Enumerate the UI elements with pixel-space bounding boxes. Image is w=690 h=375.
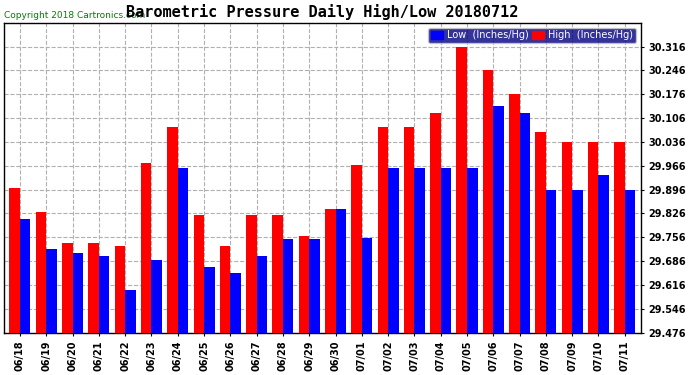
Bar [562, 142, 572, 333]
Bar [520, 113, 530, 333]
Bar [204, 267, 215, 333]
Bar [141, 163, 151, 333]
Bar [115, 246, 125, 333]
Bar [404, 127, 415, 333]
Bar [388, 168, 399, 333]
Bar [273, 216, 283, 333]
Bar [193, 216, 204, 333]
Bar [257, 256, 267, 333]
Bar [588, 142, 598, 333]
Bar [125, 290, 136, 333]
Bar [614, 142, 624, 333]
Bar [151, 260, 162, 333]
Bar [20, 219, 30, 333]
Bar [572, 190, 583, 333]
Bar [415, 168, 425, 333]
Bar [99, 256, 109, 333]
Bar [72, 253, 83, 333]
Bar [509, 94, 520, 333]
Bar [246, 216, 257, 333]
Bar [283, 239, 293, 333]
Bar [377, 127, 388, 333]
Bar [62, 243, 72, 333]
Bar [335, 209, 346, 333]
Bar [362, 238, 373, 333]
Bar [535, 132, 546, 333]
Bar [430, 113, 441, 333]
Bar [483, 70, 493, 333]
Bar [546, 190, 556, 333]
Bar [467, 168, 477, 333]
Bar [299, 236, 309, 333]
Text: Copyright 2018 Cartronics.com: Copyright 2018 Cartronics.com [4, 10, 146, 20]
Bar [457, 46, 467, 333]
Bar [220, 246, 230, 333]
Bar [624, 190, 635, 333]
Bar [230, 273, 241, 333]
Bar [598, 175, 609, 333]
Bar [309, 239, 319, 333]
Title: Barometric Pressure Daily High/Low 20180712: Barometric Pressure Daily High/Low 20180… [126, 4, 519, 20]
Bar [36, 212, 46, 333]
Bar [325, 209, 335, 333]
Bar [10, 188, 20, 333]
Bar [493, 106, 504, 333]
Legend: Low  (Inches/Hg), High  (Inches/Hg): Low (Inches/Hg), High (Inches/Hg) [428, 28, 635, 44]
Bar [178, 168, 188, 333]
Bar [88, 243, 99, 333]
Bar [46, 249, 57, 333]
Bar [167, 127, 178, 333]
Bar [351, 165, 362, 333]
Bar [441, 168, 451, 333]
